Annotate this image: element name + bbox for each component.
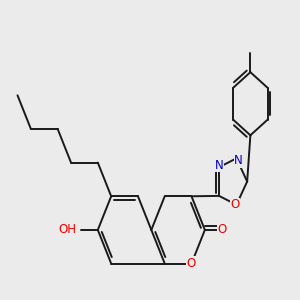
Text: N: N — [215, 159, 224, 172]
Text: N: N — [234, 154, 243, 167]
Text: OH: OH — [58, 224, 76, 236]
Text: O: O — [187, 257, 196, 270]
Text: O: O — [218, 224, 227, 236]
Text: O: O — [230, 198, 240, 211]
